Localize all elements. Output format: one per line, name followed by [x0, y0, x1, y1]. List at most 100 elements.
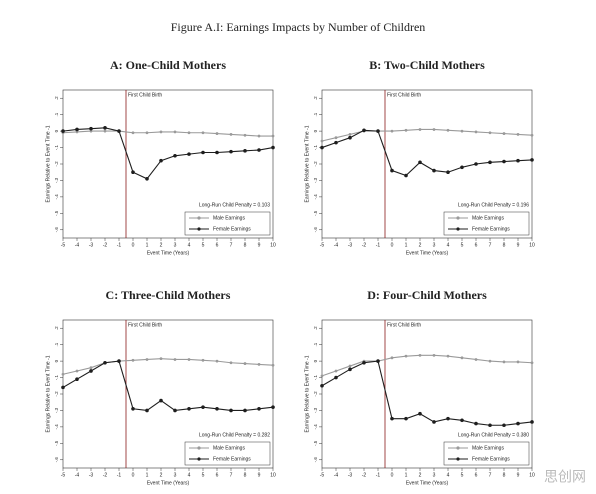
data-point	[117, 359, 121, 363]
data-point	[334, 369, 338, 373]
data-point	[488, 359, 492, 363]
y-tick-label: .2	[313, 326, 318, 330]
y-tick-label: 0	[54, 359, 59, 362]
legend-label: Female Earnings	[213, 456, 251, 462]
data-point	[61, 129, 65, 133]
data-point	[348, 135, 352, 140]
data-point	[271, 363, 275, 367]
legend-label: Male Earnings	[472, 215, 504, 221]
x-tick-label: 4	[188, 472, 191, 478]
data-point	[201, 358, 205, 362]
data-point	[271, 145, 275, 150]
data-point	[103, 360, 107, 365]
data-point	[131, 131, 135, 135]
data-point	[243, 133, 247, 137]
legend-label: Female Earnings	[472, 226, 510, 232]
x-tick-label: -1	[117, 472, 122, 478]
data-point	[257, 148, 261, 152]
legend-marker	[456, 457, 460, 461]
x-tick-label: -4	[334, 472, 339, 478]
y-axis-label: Earnings Relative to Event Time -1	[45, 355, 51, 432]
x-tick-label: -2	[362, 242, 367, 248]
x-tick-label: 9	[517, 242, 520, 248]
x-axis-label: Event Time (Years)	[406, 250, 449, 256]
series-line	[321, 360, 533, 426]
x-tick-label: 9	[258, 472, 261, 478]
x-tick-label: -1	[376, 242, 381, 248]
data-point	[390, 168, 394, 173]
x-tick-label: -4	[334, 242, 339, 248]
x-tick-label: -5	[320, 472, 325, 478]
data-point	[187, 358, 191, 361]
data-point	[89, 129, 93, 133]
data-point	[460, 129, 464, 133]
data-point	[103, 129, 107, 133]
data-point	[488, 423, 492, 428]
data-point	[516, 421, 520, 426]
data-point	[474, 358, 478, 361]
data-point	[446, 354, 450, 358]
data-point	[145, 358, 149, 361]
watermark: 思创网	[544, 469, 586, 485]
data-point	[502, 423, 506, 428]
x-tick-label: 10	[529, 242, 535, 248]
x-tick-label: 0	[391, 242, 394, 248]
x-tick-label: 6	[475, 242, 478, 248]
legend-label: Female Earnings	[213, 226, 251, 232]
data-point	[320, 383, 324, 388]
x-tick-label: -3	[348, 472, 353, 478]
data-point	[201, 131, 205, 135]
y-tick-label: -.2	[54, 161, 59, 167]
data-point	[257, 134, 261, 138]
data-point	[320, 374, 324, 378]
data-point	[89, 126, 93, 131]
x-tick-label: 8	[244, 472, 247, 478]
x-tick-label: 10	[529, 472, 535, 478]
x-axis-label: Event Time (Years)	[406, 480, 449, 486]
x-tick-label: 7	[489, 242, 492, 248]
x-tick-label: 3	[433, 242, 436, 248]
data-point	[488, 160, 492, 165]
x-tick-label: 0	[132, 242, 135, 248]
y-axis-label: Earnings Relative to Event Time -1	[304, 355, 310, 432]
legend-label: Male Earnings	[472, 445, 504, 451]
data-point	[187, 407, 191, 411]
data-point	[75, 377, 79, 382]
x-tick-label: 6	[216, 472, 219, 478]
y-tick-label: .1	[54, 342, 59, 346]
x-tick-label: 3	[433, 472, 436, 478]
series-line	[321, 129, 533, 177]
y-tick-label: .2	[54, 96, 59, 100]
penalty-label: Long-Run Child Penalty = 0.196	[458, 202, 529, 208]
data-point	[215, 407, 219, 411]
panel-title: A: One-Child Mothers	[110, 58, 226, 72]
data-point	[215, 150, 219, 155]
x-tick-label: 4	[447, 472, 450, 478]
data-point	[89, 369, 93, 373]
y-tick-label: -.5	[54, 210, 59, 216]
y-tick-label: 0	[54, 129, 59, 132]
x-tick-label: -3	[348, 242, 353, 248]
x-tick-label: 8	[503, 242, 506, 248]
data-point	[348, 367, 352, 372]
data-point	[103, 126, 107, 130]
x-tick-label: 10	[270, 242, 276, 248]
x-tick-label: -3	[89, 242, 94, 248]
data-point	[187, 131, 191, 135]
x-tick-label: 5	[202, 472, 205, 478]
data-point	[460, 165, 464, 170]
data-point	[159, 357, 163, 361]
y-tick-label: -.2	[313, 391, 318, 397]
x-tick-label: 3	[174, 242, 177, 248]
x-tick-label: -1	[376, 472, 381, 478]
series-line	[62, 360, 274, 412]
legend-marker	[456, 227, 460, 231]
y-tick-label: .2	[313, 96, 318, 100]
data-point	[530, 420, 534, 424]
x-tick-label: 2	[419, 242, 422, 248]
data-point	[530, 133, 534, 137]
y-tick-label: -.5	[313, 440, 318, 446]
data-point	[145, 177, 149, 181]
data-point	[488, 131, 492, 135]
data-point	[334, 136, 338, 140]
